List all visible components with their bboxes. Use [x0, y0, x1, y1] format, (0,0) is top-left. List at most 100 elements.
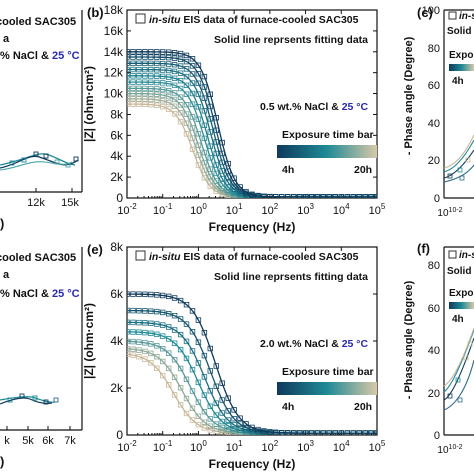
panel-e-data-point: [127, 307, 130, 314]
panel-e-data-point: [201, 392, 208, 398]
panel-b-data-point: [189, 63, 196, 69]
panel-b-data-point: [154, 91, 160, 97]
panel-e-data-point: [130, 291, 136, 297]
panel-e-data-point: [201, 419, 208, 425]
panel-b-data-point: [136, 101, 142, 107]
panel-b-data-point: [159, 103, 166, 110]
panel-c-fit-note: Solid: [447, 26, 471, 37]
panel-b-x-tick-label: 100: [190, 202, 207, 217]
panel-b-data-point: [189, 146, 196, 152]
panel-e-data-point: [130, 338, 136, 345]
panel-b-data-point: [201, 84, 208, 90]
panel-e-data-point: [213, 383, 219, 389]
panel-b-data-point: [142, 49, 148, 55]
panel-f-y-tick: 20: [428, 388, 440, 400]
panel-f-phase-curves: [443, 327, 474, 411]
panel-b-x-tick-label: 103: [297, 202, 314, 217]
panel-b-data-point: [148, 73, 154, 79]
panel-e-data-point: [332, 430, 338, 435]
panel-b-data-point: [165, 106, 172, 112]
panel-b-y-tick-label: 8k: [110, 107, 124, 121]
panel-e-data-point: [136, 307, 142, 314]
panel-b-data-point: [207, 91, 213, 97]
panel-e-data-point: [290, 430, 297, 435]
panel-b-data-point: [195, 116, 202, 122]
panel-b-data-point: [142, 91, 148, 97]
panel-e-data-point: [189, 308, 196, 314]
panel-b-data-point: [136, 49, 142, 55]
panel-e-data-point: [219, 380, 225, 386]
panel-b-data-point: [136, 73, 142, 79]
panel-c: (c) - Phase angle (Degree) 0 20 40 60 80…: [403, 5, 474, 219]
panel-b-data-point: [171, 90, 178, 96]
panel-b-data-point: [338, 194, 344, 198]
panel-d-x-tick: 6k: [42, 435, 54, 447]
panel-b-x-tick-label: 10-1: [153, 202, 173, 217]
panel-b-data-point: [127, 85, 130, 92]
panel-b-data-point: [154, 54, 160, 60]
panel-e-data-point: [183, 410, 190, 417]
panel-b-data-point: [225, 179, 231, 186]
panel-e-data-point: [225, 423, 231, 429]
panel-e-data-point: [219, 397, 225, 403]
panel-e-data-point: [165, 382, 172, 388]
panel-e-data-point: [195, 379, 202, 386]
panel-e-data-point: [195, 317, 202, 323]
panel-e-data-point: [127, 319, 130, 325]
panel-e-data-point: [171, 327, 178, 333]
panel-b-data-point: [136, 60, 142, 66]
panel-b-data-point: [183, 58, 190, 65]
panel-e-series-group: [127, 291, 377, 435]
panel-e-data-point: [219, 424, 225, 431]
panel-b-data-point: [183, 102, 190, 108]
panel-e-data-point: [171, 392, 178, 398]
panel-b-data-point: [159, 49, 166, 55]
panel-b-data-point: [154, 97, 160, 103]
panel-b-data-point: [136, 54, 142, 60]
panel-e-data-point: [183, 301, 190, 308]
panel-e-data-point: [189, 388, 196, 394]
panel-c-y-axis-label: - Phase angle (Degree): [403, 36, 415, 155]
panel-f-y-tick: 80: [428, 260, 440, 272]
panel-e-data-point: [243, 421, 249, 427]
panel-e-data-point: [159, 345, 166, 352]
panel-b-data-point: [350, 194, 356, 198]
panel-e-data-point: [177, 365, 184, 372]
panel-e-data-point: [171, 312, 178, 319]
panel-e-data-point: [374, 430, 377, 435]
panel-b-data-point: [154, 49, 160, 55]
panel-b-data-point: [177, 110, 184, 116]
panel-b-data-point: [225, 160, 231, 167]
panel-e-data-point: [171, 340, 178, 346]
panel-c-phase-curves: [443, 134, 474, 183]
panel-e-data-point: [225, 395, 231, 401]
panel-d-solution-text: a: [3, 269, 10, 281]
panel-e-data-point: [225, 408, 231, 414]
panel-b-data-point: [189, 114, 196, 120]
panel-e-data-point: [142, 308, 148, 314]
panel-b-data-point: [183, 91, 190, 97]
panel-e-data-point: [219, 410, 225, 416]
panel-b-data-point: [165, 67, 172, 74]
panel-e-data-point: [127, 338, 130, 345]
panel-b-data-point: [154, 86, 160, 92]
panel-b-data-point: [127, 60, 130, 66]
panel-b-data-point: [177, 119, 184, 125]
panel-e-data-point: [207, 345, 213, 352]
panel-b-data-point: [148, 96, 154, 102]
panel-b-data-point: [159, 80, 166, 86]
panel-b-data-point: [219, 175, 225, 182]
panel-e-data-point: [136, 339, 142, 345]
panel-e-data-point: [213, 400, 219, 406]
panel-e-data-point: [231, 407, 237, 413]
panel-e-data-point: [326, 430, 333, 435]
panel-e-data-point: [165, 324, 172, 330]
panel-b-data-point: [165, 61, 172, 67]
panel-e-data-point: [183, 376, 190, 382]
panel-b-data-point: [290, 194, 297, 198]
panel-e-data-point: [177, 297, 184, 304]
panel-b-data-point: [308, 194, 315, 198]
panel-e-data-point: [159, 292, 166, 299]
panel-b-data-point: [136, 85, 142, 92]
panel-b-data-point: [159, 73, 166, 80]
